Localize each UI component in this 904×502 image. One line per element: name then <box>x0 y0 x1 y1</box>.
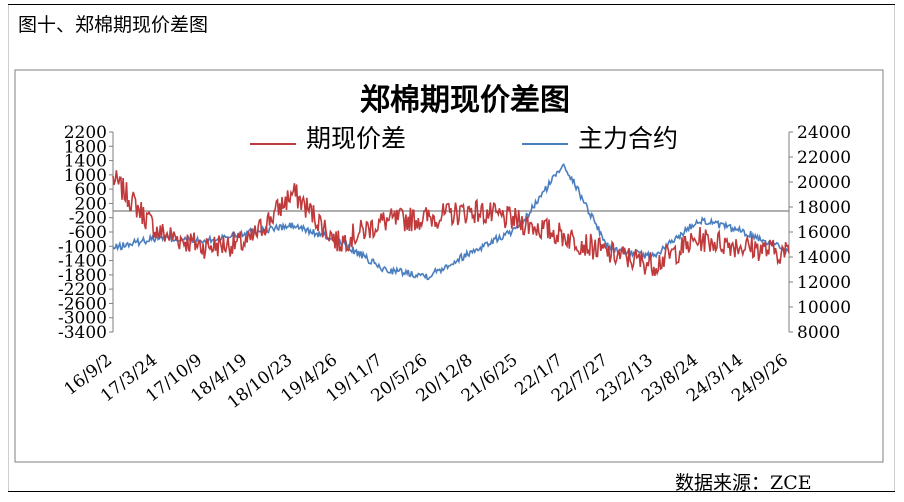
legend-label-basis: 期现价差 <box>306 124 406 153</box>
left-tick-label: 1000 <box>64 166 107 186</box>
right-tick-label: 12000 <box>797 273 851 293</box>
left-tick-label: 2200 <box>64 123 107 143</box>
legend-label-futures: 主力合约 <box>578 124 678 153</box>
right-axis-ticks: 24000 22000 20000 18000 16000 14000 12000 10000… <box>789 123 851 343</box>
left-tick-label: 600 <box>75 180 107 200</box>
left-tick-label: -2200 <box>58 280 107 300</box>
left-tick-label: -600 <box>69 223 107 243</box>
source-note: 数据来源：ZCE <box>675 472 812 494</box>
left-tick-label: -1800 <box>58 266 107 286</box>
left-tick-label: -1400 <box>58 252 107 272</box>
right-tick-label: 10000 <box>797 298 851 318</box>
right-tick-label: 16000 <box>797 223 851 243</box>
right-tick-label: 24000 <box>797 123 851 143</box>
bottom-rule <box>8 491 895 492</box>
right-tick-label: 8000 <box>797 323 840 343</box>
chart-title: 郑棉期现价差图 <box>360 83 570 118</box>
left-tick-label: 1400 <box>64 152 107 172</box>
right-tick-label: 18000 <box>797 198 851 218</box>
left-tick-label: 200 <box>75 194 107 214</box>
legend: 期现价差 主力合约 <box>250 124 678 153</box>
left-tick-label: -3000 <box>58 309 107 329</box>
left-tick-label: 1800 <box>64 137 107 157</box>
top-rule <box>8 4 895 5</box>
right-tick-label: 20000 <box>797 173 851 193</box>
left-tick-label: -3400 <box>58 323 107 343</box>
left-tick-label: -2600 <box>58 294 107 314</box>
left-axis-ticks: 2200180014001000600200-200-600-1000-1400… <box>58 123 113 343</box>
figure-caption: 图十、郑棉期现价差图 <box>18 14 209 36</box>
left-tick-label: -1000 <box>58 237 107 257</box>
right-tick-label: 14000 <box>797 248 851 268</box>
series-line-futures <box>112 163 790 281</box>
series-line-basis <box>112 170 790 277</box>
left-tick-label: -200 <box>69 209 107 229</box>
right-tick-label: 22000 <box>797 148 851 168</box>
